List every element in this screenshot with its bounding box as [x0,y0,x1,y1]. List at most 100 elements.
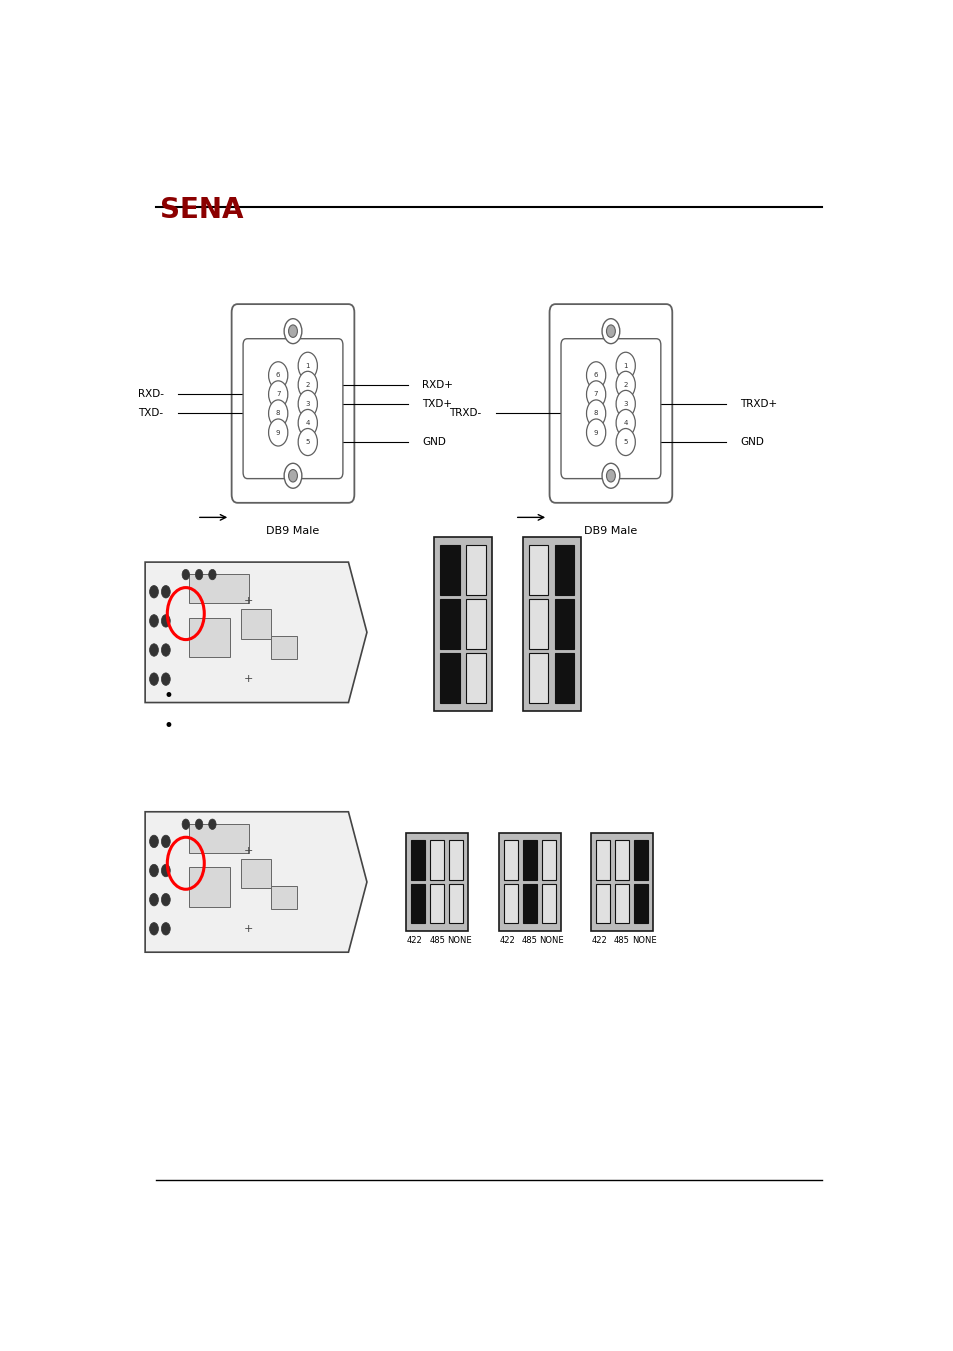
Circle shape [150,865,158,877]
Text: +: + [244,674,253,684]
Circle shape [616,372,635,399]
Circle shape [616,390,635,417]
Text: 10M: 10M [439,682,459,692]
Circle shape [616,353,635,380]
FancyBboxPatch shape [634,840,647,880]
Text: 485: 485 [614,936,629,946]
Circle shape [284,463,301,488]
Circle shape [616,409,635,436]
Text: SENA: SENA [160,196,243,224]
Text: •: • [164,686,173,705]
FancyBboxPatch shape [522,840,536,880]
Text: 422: 422 [407,936,422,946]
FancyBboxPatch shape [190,617,230,658]
Text: 485: 485 [521,936,537,946]
FancyBboxPatch shape [440,653,459,703]
FancyBboxPatch shape [440,544,459,594]
Circle shape [298,428,317,455]
FancyBboxPatch shape [434,536,492,712]
FancyBboxPatch shape [503,840,517,880]
Text: 3: 3 [623,401,627,407]
Circle shape [161,835,170,847]
Text: 422: 422 [591,936,607,946]
Text: 9: 9 [275,430,280,435]
Text: TRXD+: TRXD+ [740,399,777,409]
Text: DB9 Male: DB9 Male [266,526,319,536]
Circle shape [182,819,190,830]
FancyBboxPatch shape [190,574,249,603]
Text: +: + [244,846,253,855]
Text: 2: 2 [623,382,627,388]
Text: 5: 5 [623,439,627,444]
FancyBboxPatch shape [190,824,249,852]
Text: +: + [244,924,253,934]
Text: 485: 485 [429,936,445,946]
Circle shape [606,470,615,482]
Text: 250K: 250K [463,682,488,692]
Text: •: • [164,717,173,735]
FancyBboxPatch shape [449,840,462,880]
FancyBboxPatch shape [466,544,485,594]
FancyBboxPatch shape [555,653,574,703]
Circle shape [209,569,216,580]
Text: RXD-: RXD- [137,389,163,400]
Text: 250K: 250K [552,682,577,692]
FancyBboxPatch shape [555,544,574,594]
Text: 422: 422 [499,936,515,946]
Text: NONE: NONE [631,936,656,946]
Text: 8: 8 [275,411,280,416]
FancyBboxPatch shape [529,653,548,703]
Text: DB9 Male: DB9 Male [583,526,637,536]
Circle shape [269,400,288,427]
Circle shape [586,381,605,408]
Circle shape [182,569,190,580]
FancyBboxPatch shape [529,598,548,648]
Circle shape [150,615,158,627]
FancyBboxPatch shape [406,834,468,931]
Text: TRXD-: TRXD- [449,408,481,419]
Text: 6: 6 [275,373,280,378]
FancyBboxPatch shape [241,859,271,888]
Circle shape [161,893,170,907]
FancyBboxPatch shape [271,886,296,909]
FancyBboxPatch shape [529,544,548,594]
Text: 2: 2 [305,382,310,388]
Text: 7: 7 [275,392,280,397]
Circle shape [195,819,203,830]
Circle shape [586,419,605,446]
Circle shape [269,419,288,446]
Circle shape [616,428,635,455]
Text: 7: 7 [594,392,598,397]
Circle shape [298,372,317,399]
Circle shape [150,835,158,847]
FancyBboxPatch shape [232,304,354,503]
FancyBboxPatch shape [541,840,555,880]
Circle shape [150,585,158,598]
Circle shape [161,644,170,657]
Circle shape [195,569,203,580]
Circle shape [298,390,317,417]
Circle shape [150,644,158,657]
Text: GND: GND [422,436,446,447]
Polygon shape [145,562,367,703]
Text: TXD+: TXD+ [422,399,452,409]
FancyBboxPatch shape [243,339,342,478]
Circle shape [161,673,170,685]
Circle shape [209,819,216,830]
FancyBboxPatch shape [596,840,609,880]
Text: 1: 1 [623,363,627,369]
Circle shape [601,319,619,343]
Circle shape [586,400,605,427]
FancyBboxPatch shape [411,884,425,924]
Circle shape [150,893,158,907]
Text: TXD-: TXD- [138,408,163,419]
Circle shape [298,409,317,436]
FancyBboxPatch shape [440,598,459,648]
Text: RXD+: RXD+ [422,380,453,390]
Text: GND: GND [740,436,763,447]
FancyBboxPatch shape [430,840,444,880]
Text: 9: 9 [594,430,598,435]
Circle shape [161,585,170,598]
FancyBboxPatch shape [449,884,462,924]
FancyBboxPatch shape [411,840,425,880]
